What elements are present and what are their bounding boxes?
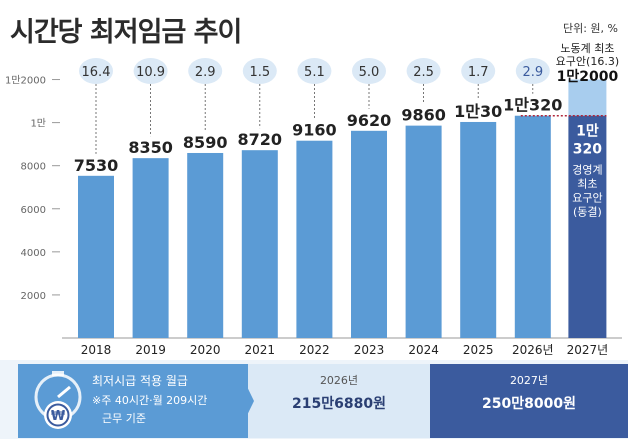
bar bbox=[351, 130, 387, 338]
bar-2027-labor-proposal bbox=[568, 79, 607, 116]
year-2026-monthly-wage: 215만6880원 bbox=[292, 396, 386, 412]
bar-2027-employer-proposal bbox=[568, 115, 607, 338]
year-2026-label: 2026년 bbox=[319, 374, 359, 387]
bar-value-label: 1만30 bbox=[454, 102, 502, 121]
growth-rate-bubble bbox=[242, 58, 277, 84]
x-tick-label: 2018 bbox=[81, 343, 112, 357]
growth-rate-label: 16.4 bbox=[82, 65, 111, 80]
y-tick-label: 8000 bbox=[21, 162, 46, 173]
bar-value-label: 7530 bbox=[74, 156, 119, 175]
bar bbox=[187, 152, 224, 338]
unit-note: 단위: 원, % bbox=[562, 22, 618, 35]
x-tick-label: 2020 bbox=[190, 343, 221, 357]
wage-bar-chart: 2000 4000 6000 8000 1만 1만2000 7530 16.4 2018 8350… bbox=[5, 42, 622, 357]
employer-proposal-label: 경영계 bbox=[572, 164, 602, 177]
bar-value-label: 9620 bbox=[347, 111, 392, 130]
labor-proposal-label-2: 요구안(16.3) bbox=[556, 55, 619, 68]
x-tick-label: 2024 bbox=[408, 343, 439, 357]
x-tick-label: 2021 bbox=[245, 343, 276, 357]
y-tick-label: 1만2000 bbox=[5, 75, 46, 87]
y-tick-label: 6000 bbox=[21, 205, 46, 216]
monthly-wage-2026-box bbox=[248, 364, 430, 438]
growth-rate-bubble bbox=[79, 58, 113, 84]
employer-proposal-value-2: 320 bbox=[573, 142, 602, 158]
employer-proposal-label: 최초 bbox=[577, 178, 597, 191]
monthly-wage-note-2: 근무 기준 bbox=[102, 412, 146, 425]
labor-proposal-value: 1만2000 bbox=[557, 69, 619, 85]
growth-rate-label: 2.9 bbox=[195, 65, 216, 80]
bar bbox=[296, 140, 333, 338]
x-tick-label: 2019 bbox=[135, 343, 166, 357]
y-tick-label: 1만 bbox=[30, 118, 46, 130]
clock-coin-icon: ₩ bbox=[34, 371, 82, 429]
growth-rate-bubble bbox=[188, 58, 223, 84]
bar-value-label: 9860 bbox=[401, 106, 446, 125]
bar bbox=[514, 115, 551, 338]
bar-value-label: 1만320 bbox=[503, 96, 562, 115]
growth-rate-label: 5.0 bbox=[359, 65, 380, 80]
year-2027-monthly-wage: 250만8000원 bbox=[482, 396, 576, 412]
growth-rate-bubble bbox=[352, 58, 386, 84]
growth-rate-label: 2.9 bbox=[522, 65, 543, 80]
arrow-shape bbox=[236, 364, 254, 438]
growth-rate-label: 1.7 bbox=[468, 65, 489, 80]
bar bbox=[460, 121, 497, 338]
page-title: 시간당 최저임금 추이 bbox=[10, 17, 242, 48]
bar bbox=[241, 150, 278, 338]
growth-rate-bubble bbox=[297, 58, 332, 84]
monthly-wage-2027-box bbox=[430, 364, 628, 438]
labor-proposal-label: 노동계 최초 bbox=[560, 42, 614, 55]
bar bbox=[78, 175, 114, 338]
growth-rate-bubble bbox=[133, 58, 168, 84]
y-tick-label: 2000 bbox=[21, 291, 46, 302]
x-tick-label: 2025 bbox=[463, 343, 494, 357]
growth-rate-label: 1.5 bbox=[249, 65, 270, 80]
bar bbox=[405, 125, 442, 338]
bar-value-label: 8590 bbox=[183, 133, 228, 152]
year-2027-label: 2027년 bbox=[509, 374, 549, 387]
employer-proposal-value: 1만 bbox=[576, 124, 599, 140]
bar-value-label: 9160 bbox=[292, 121, 337, 140]
monthly-wage-note-1: ※주 40시간·월 209시간 bbox=[92, 394, 208, 407]
growth-rate-label: 5.1 bbox=[304, 65, 325, 80]
growth-rate-label: 2.5 bbox=[413, 65, 434, 80]
growth-rate-label: 10.9 bbox=[136, 65, 165, 80]
growth-rate-bubble bbox=[406, 58, 441, 84]
bar-value-label: 8720 bbox=[238, 130, 283, 149]
monthly-wage-title: 최저시급 적용 월급 bbox=[92, 374, 188, 388]
employer-proposal-label: (동결) bbox=[573, 206, 602, 219]
growth-rate-bubble bbox=[515, 58, 550, 84]
x-tick-label: 2023 bbox=[354, 343, 385, 357]
employer-proposal-label: 요구안 bbox=[572, 192, 602, 205]
x-tick-label: 2026년 bbox=[512, 343, 554, 357]
bar-value-label: 8350 bbox=[128, 138, 173, 157]
x-tick-label: 2027년 bbox=[567, 343, 609, 357]
growth-rate-bubble bbox=[461, 58, 496, 84]
x-tick-label: 2022 bbox=[299, 343, 330, 357]
svg-text:₩: ₩ bbox=[51, 409, 66, 424]
bar bbox=[132, 158, 169, 338]
y-tick-label: 4000 bbox=[21, 248, 46, 259]
